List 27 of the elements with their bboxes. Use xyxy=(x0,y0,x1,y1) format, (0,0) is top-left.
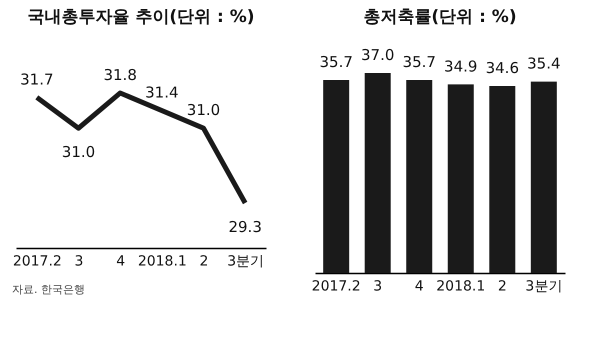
text: 자료. 한국은행 xyxy=(12,282,86,297)
data-label: 31.0 xyxy=(186,101,220,120)
x-tick-label: 4 xyxy=(414,278,424,294)
x-tick-label: 4 xyxy=(116,254,126,270)
chart-title: 총저축률(단위 : %) xyxy=(363,7,517,27)
x-tick-label: 2018.1 xyxy=(138,254,187,270)
data-label: 31.4 xyxy=(145,84,179,102)
data-label: 35.7 xyxy=(402,53,436,72)
data-label: 29.3 xyxy=(228,218,262,236)
data-label: 31.0 xyxy=(62,143,96,162)
x-tick-label: 2017.2 xyxy=(12,254,62,270)
x-tick-label: 2017.2 xyxy=(312,278,361,294)
x-tick-label: 2 xyxy=(498,278,507,294)
data-label: 34.6 xyxy=(486,58,519,77)
data-label: 35.4 xyxy=(527,54,561,73)
data-label: 34.9 xyxy=(444,57,478,76)
x-tick-label: 3 xyxy=(373,278,382,294)
x-tick-label: 2 xyxy=(200,254,208,270)
data-label: 31.7 xyxy=(20,70,54,88)
x-tick-label: 3 xyxy=(74,254,84,270)
chart-title: 국내총투자율 추이(단위 : %) xyxy=(27,7,255,27)
data-label: 35.7 xyxy=(319,53,353,72)
x-tick-label: 3분기 xyxy=(227,254,264,270)
x-tick-label: 3분기 xyxy=(525,278,562,294)
data-label: 37.0 xyxy=(361,46,394,64)
data-label: 31.8 xyxy=(103,66,137,84)
x-tick-label: 2018.1 xyxy=(436,278,486,294)
